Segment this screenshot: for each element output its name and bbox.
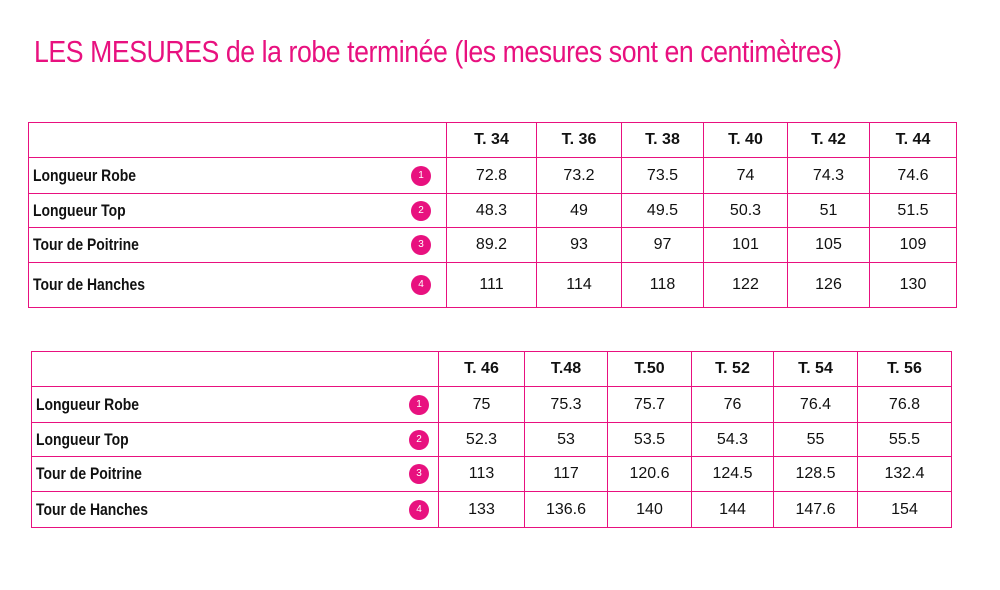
value-cell: 97: [621, 227, 704, 263]
value-cell: 48.3: [446, 193, 537, 228]
size-header: T. 40: [703, 122, 788, 158]
value-cell: 105: [787, 227, 870, 263]
measure-name: Tour de Hanches: [33, 275, 146, 294]
measure-label-cell: Tour de Hanches 4: [31, 491, 439, 528]
value-cell: 120.6: [607, 456, 692, 492]
size-table-large: T. 46 T.48 T.50 T. 52 T. 54 T. 56 Longue…: [31, 351, 952, 528]
measure-name: Tour de Hanches: [36, 499, 149, 519]
value-cell: 74.6: [869, 157, 957, 194]
value-cell: 154: [857, 491, 952, 528]
value-cell: 74: [703, 157, 788, 194]
measure-name: Longueur Top: [36, 429, 129, 449]
value-cell: 128.5: [773, 456, 858, 492]
value-cell: 52.3: [438, 422, 525, 457]
value-cell: 50.3: [703, 193, 788, 228]
table-row: Longueur Top 2 48.3 49 49.5 50.3 51 51.5: [28, 193, 957, 228]
value-cell: 74.3: [787, 157, 870, 194]
size-header: T. 42: [787, 122, 870, 158]
size-header: T. 36: [536, 122, 622, 158]
value-cell: 53.5: [607, 422, 692, 457]
value-cell: 122: [703, 262, 788, 308]
number-badge: 1: [409, 394, 429, 415]
number-badge: 2: [411, 200, 431, 221]
number-badge: 3: [411, 235, 431, 255]
value-cell: 117: [524, 456, 608, 492]
header-row: T. 34 T. 36 T. 38 T. 40 T. 42 T. 44: [28, 122, 957, 158]
measure-name: Longueur Robe: [36, 394, 139, 414]
value-cell: 111: [446, 262, 537, 308]
number-badge: 2: [409, 429, 429, 450]
value-cell: 76.4: [773, 386, 858, 423]
value-cell: 126: [787, 262, 870, 308]
value-cell: 93: [536, 227, 622, 263]
value-cell: 136.6: [524, 491, 608, 528]
value-cell: 54.3: [691, 422, 774, 457]
measure-label-cell: Longueur Top 2: [31, 422, 439, 457]
value-cell: 89.2: [446, 227, 537, 263]
measure-name: Tour de Poitrine: [33, 235, 139, 254]
table-row: Longueur Top 2 52.3 53 53.5 54.3 55 55.5: [31, 422, 952, 457]
value-cell: 130: [869, 262, 957, 308]
value-cell: 51: [787, 193, 870, 228]
number-badge: 4: [409, 499, 429, 520]
value-cell: 140: [607, 491, 692, 528]
size-table-small: T. 34 T. 36 T. 38 T. 40 T. 42 T. 44 Long…: [28, 122, 957, 308]
value-cell: 55: [773, 422, 858, 457]
table-row: Longueur Robe 1 72.8 73.2 73.5 74 74.3 7…: [28, 157, 957, 194]
measure-label-cell: Tour de Poitrine 3: [28, 227, 447, 263]
number-badge: 3: [409, 464, 429, 484]
value-cell: 49.5: [621, 193, 704, 228]
measure-label-cell: Longueur Robe 1: [28, 157, 447, 194]
value-cell: 55.5: [857, 422, 952, 457]
header-row: T. 46 T.48 T.50 T. 52 T. 54 T. 56: [31, 351, 952, 387]
table-row: Tour de Poitrine 3 113 117 120.6 124.5 1…: [31, 456, 952, 492]
page-title: LES MESURES de la robe terminée (les mes…: [34, 34, 842, 69]
measure-label-cell: Longueur Top 2: [28, 193, 447, 228]
table-row: Longueur Robe 1 75 75.3 75.7 76 76.4 76.…: [31, 386, 952, 423]
header-empty-cell: [31, 351, 439, 387]
measure-name: Longueur Top: [33, 200, 126, 220]
number-badge: 1: [411, 165, 431, 186]
value-cell: 75: [438, 386, 525, 423]
size-header: T.50: [607, 351, 692, 387]
size-header: T. 38: [621, 122, 704, 158]
value-cell: 114: [536, 262, 622, 308]
value-cell: 113: [438, 456, 525, 492]
size-header: T.48: [524, 351, 608, 387]
measure-name: Tour de Poitrine: [36, 464, 142, 483]
value-cell: 76: [691, 386, 774, 423]
value-cell: 118: [621, 262, 704, 308]
value-cell: 144: [691, 491, 774, 528]
value-cell: 73.5: [621, 157, 704, 194]
table-row: Tour de Hanches 4 133 136.6 140 144 147.…: [31, 491, 952, 528]
value-cell: 49: [536, 193, 622, 228]
value-cell: 72.8: [446, 157, 537, 194]
value-cell: 101: [703, 227, 788, 263]
value-cell: 53: [524, 422, 608, 457]
value-cell: 75.3: [524, 386, 608, 423]
number-badge: 4: [411, 275, 431, 295]
value-cell: 147.6: [773, 491, 858, 528]
measure-name: Longueur Robe: [33, 165, 136, 185]
value-cell: 132.4: [857, 456, 952, 492]
size-header: T. 52: [691, 351, 774, 387]
measure-label-cell: Longueur Robe 1: [31, 386, 439, 423]
size-header: T. 34: [446, 122, 537, 158]
measure-label-cell: Tour de Poitrine 3: [31, 456, 439, 492]
size-header: T. 46: [438, 351, 525, 387]
table-row: Tour de Hanches 4 111 114 118 122 126 13…: [28, 262, 957, 308]
value-cell: 109: [869, 227, 957, 263]
value-cell: 75.7: [607, 386, 692, 423]
table-row: Tour de Poitrine 3 89.2 93 97 101 105 10…: [28, 227, 957, 263]
value-cell: 76.8: [857, 386, 952, 423]
size-header: T. 56: [857, 351, 952, 387]
value-cell: 133: [438, 491, 525, 528]
size-header: T. 54: [773, 351, 858, 387]
value-cell: 124.5: [691, 456, 774, 492]
value-cell: 51.5: [869, 193, 957, 228]
header-empty-cell: [28, 122, 447, 158]
measure-label-cell: Tour de Hanches 4: [28, 262, 447, 308]
size-header: T. 44: [869, 122, 957, 158]
value-cell: 73.2: [536, 157, 622, 194]
